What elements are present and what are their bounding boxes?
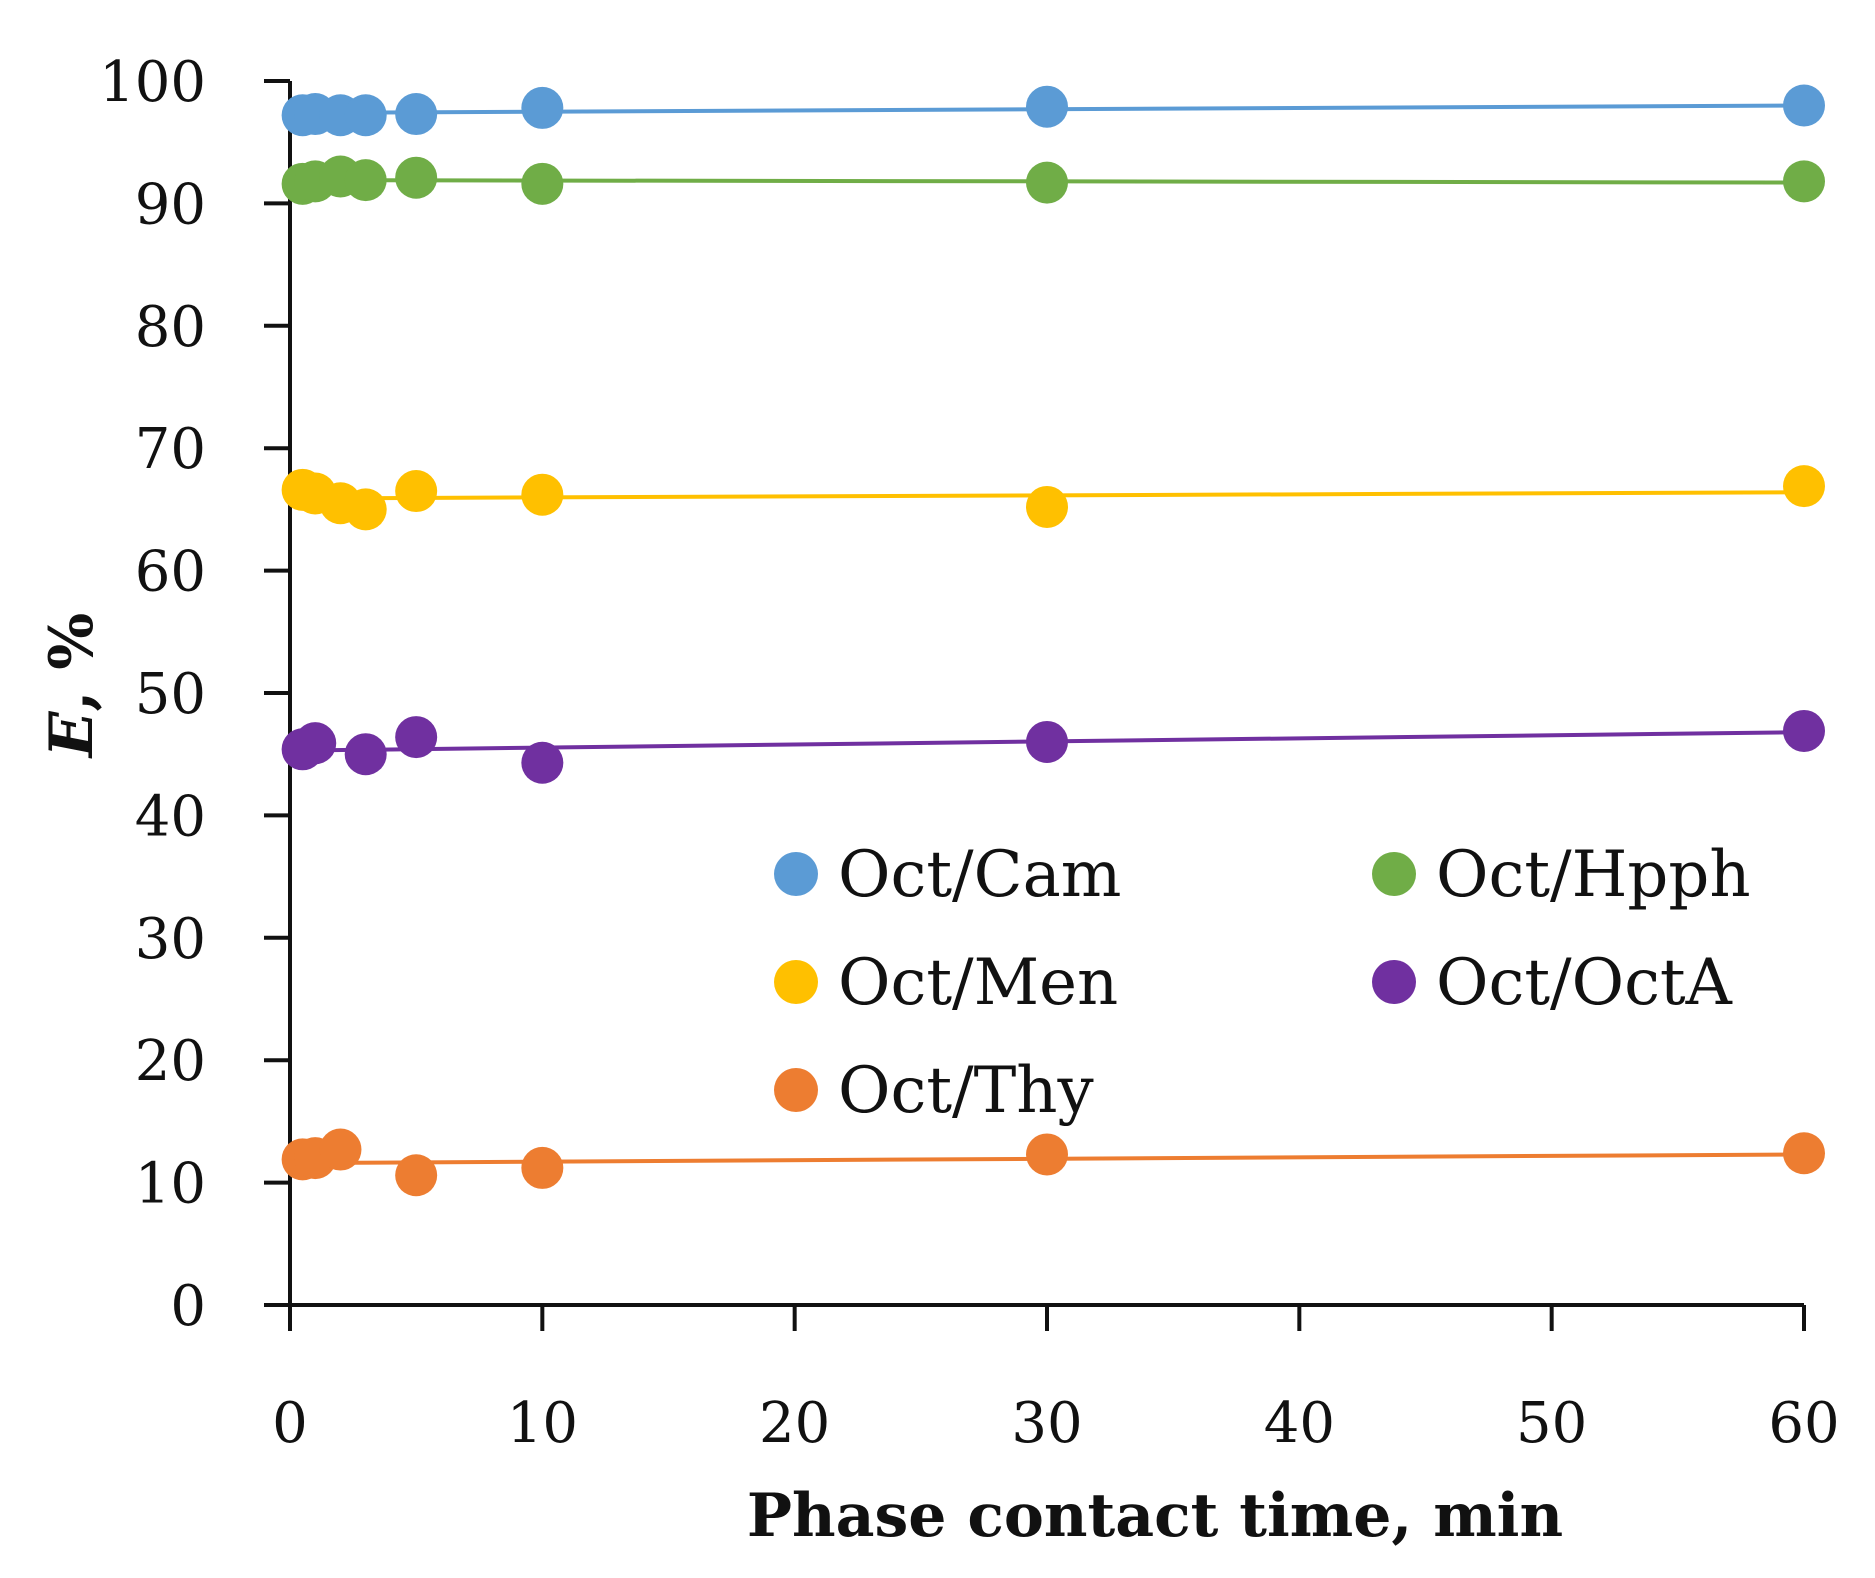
data-point-oct-cam [1026, 85, 1068, 128]
x-tick-label: 10 [507, 1391, 578, 1456]
data-point-oct-men [344, 488, 387, 531]
series-oct-thy [281, 1128, 1825, 1197]
plot-series [281, 84, 1825, 1197]
data-point-oct-octa [344, 733, 387, 776]
legend-marker-oct-cam [774, 852, 818, 896]
legend-item-oct-octa: Oct/OctA [1372, 946, 1733, 1020]
legend-label-oct-men: Oct/Men [838, 946, 1118, 1020]
series-oct-octa [281, 709, 1825, 784]
data-point-oct-thy [319, 1128, 362, 1171]
y-tick-label: 0 [170, 1274, 206, 1339]
data-point-oct-men [1783, 465, 1825, 508]
data-point-oct-thy [521, 1146, 564, 1189]
legend-item-oct-thy: Oct/Thy [774, 1054, 1094, 1128]
legend-label-oct-thy: Oct/Thy [838, 1054, 1094, 1128]
x-axis-title: Phase contact time, min [747, 1481, 1563, 1551]
series-oct-men [281, 465, 1825, 531]
data-point-oct-octa [294, 722, 337, 765]
data-point-oct-men [521, 473, 564, 516]
x-tick-label: 40 [1264, 1391, 1335, 1456]
data-point-oct-men [1026, 485, 1068, 528]
x-tick-label: 60 [1768, 1391, 1839, 1456]
data-point-oct-hpph [344, 159, 387, 202]
data-point-oct-men [395, 470, 438, 513]
data-point-oct-hpph [521, 162, 564, 205]
legend-label-oct-hpph: Oct/Hpph [1436, 838, 1751, 912]
data-point-oct-cam [344, 94, 387, 137]
legend: Oct/Cam Oct/Hpph Oct/Men Oct/OctA Oct/Thy [774, 838, 1751, 1128]
series-oct-cam [281, 84, 1825, 137]
y-tick-label: 70 [135, 417, 206, 482]
data-point-oct-octa [1783, 709, 1825, 752]
data-point-oct-octa [395, 716, 438, 759]
y-tick-label: 90 [135, 172, 206, 237]
data-point-oct-cam [521, 86, 564, 129]
data-point-oct-hpph [1783, 160, 1825, 203]
legend-marker-oct-men [774, 960, 818, 1004]
y-tick-label: 60 [135, 540, 206, 605]
y-axis-title-variable: E [37, 710, 107, 759]
legend-marker-oct-octa [1372, 960, 1416, 1004]
legend-label-oct-cam: Oct/Cam [838, 838, 1121, 912]
y-tick-label: 50 [135, 662, 206, 727]
data-point-oct-thy [395, 1154, 438, 1197]
y-tick-label: 40 [135, 784, 206, 849]
x-tick-label: 50 [1516, 1391, 1587, 1456]
series-oct-hpph [281, 155, 1825, 205]
y-tick-label: 20 [135, 1029, 206, 1094]
data-point-oct-thy [1026, 1133, 1068, 1176]
x-tick-label: 20 [759, 1391, 830, 1456]
data-point-oct-cam [1783, 84, 1825, 127]
data-point-oct-hpph [395, 156, 438, 199]
y-axis-title-unit: , % [37, 613, 107, 712]
plot-axes: 0 10 20 30 40 50 60 70 80 90 100 0 10 20 30 40 50 60 [99, 50, 1840, 1456]
y-axis-title: E, % [37, 613, 107, 760]
data-point-oct-octa [521, 741, 564, 784]
legend-label-oct-octa: Oct/OctA [1436, 946, 1733, 1020]
x-tick-label: 0 [272, 1391, 308, 1456]
x-tick-label: 30 [1011, 1391, 1082, 1456]
y-tick-label: 80 [135, 295, 206, 360]
data-point-oct-octa [1026, 720, 1068, 763]
data-point-oct-thy [1783, 1132, 1825, 1175]
data-point-oct-cam [395, 93, 438, 136]
legend-item-oct-cam: Oct/Cam [774, 838, 1121, 912]
y-tick-label: 10 [135, 1152, 206, 1217]
y-tick-label: 100 [99, 50, 206, 115]
data-point-oct-hpph [1026, 161, 1068, 204]
legend-item-oct-men: Oct/Men [774, 946, 1118, 1020]
legend-marker-oct-hpph [1372, 852, 1416, 896]
y-tick-label: 30 [135, 907, 206, 972]
legend-item-oct-hpph: Oct/Hpph [1372, 838, 1751, 912]
legend-marker-oct-thy [774, 1068, 818, 1112]
